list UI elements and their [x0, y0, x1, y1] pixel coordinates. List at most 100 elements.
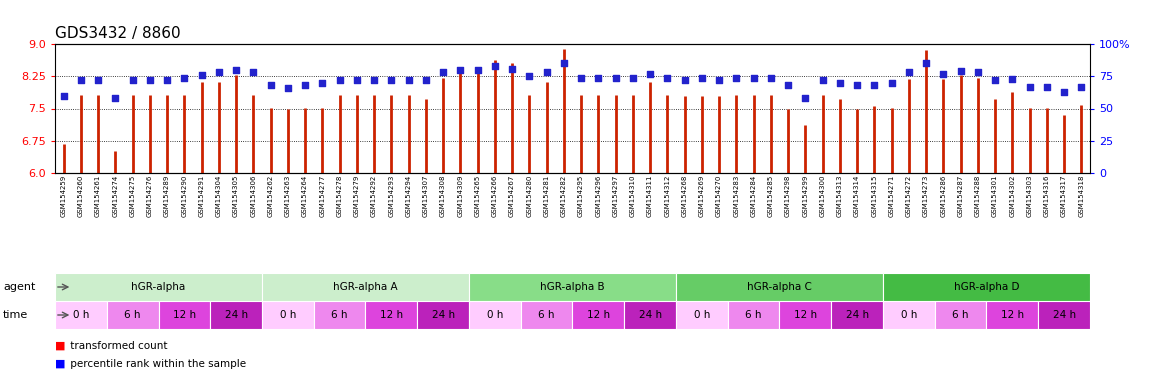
Point — [986, 77, 1004, 83]
Bar — [780, 301, 831, 329]
Point — [727, 74, 745, 81]
Point — [710, 77, 728, 83]
Text: 0 h: 0 h — [693, 310, 710, 320]
Point — [503, 65, 521, 71]
Point — [71, 77, 90, 83]
Point — [106, 95, 124, 101]
Point — [313, 79, 331, 86]
Text: 12 h: 12 h — [172, 310, 196, 320]
Bar — [676, 273, 883, 301]
Text: 0 h: 0 h — [72, 310, 89, 320]
Point — [1037, 83, 1056, 89]
Bar — [728, 301, 780, 329]
Text: 12 h: 12 h — [380, 310, 402, 320]
Point — [744, 74, 762, 81]
Text: percentile rank within the sample: percentile rank within the sample — [67, 359, 246, 369]
Point — [554, 60, 573, 66]
Point — [175, 74, 193, 81]
Bar — [55, 273, 262, 301]
Bar — [314, 301, 366, 329]
Bar — [883, 273, 1090, 301]
Text: 0 h: 0 h — [900, 310, 917, 320]
Text: time: time — [3, 310, 29, 320]
Point — [692, 74, 711, 81]
Point — [848, 82, 866, 88]
Bar — [469, 301, 521, 329]
Point — [330, 77, 348, 83]
Point — [416, 77, 435, 83]
Point — [365, 77, 383, 83]
Point — [244, 69, 262, 75]
Text: hGR-alpha D: hGR-alpha D — [953, 282, 1019, 292]
Point — [434, 69, 452, 75]
Text: 12 h: 12 h — [1000, 310, 1024, 320]
Point — [813, 77, 831, 83]
Bar — [159, 301, 210, 329]
Point — [485, 63, 504, 69]
Point — [209, 69, 228, 75]
Point — [951, 68, 969, 74]
Point — [779, 82, 797, 88]
Text: 0 h: 0 h — [279, 310, 296, 320]
Point — [382, 77, 400, 83]
Point — [192, 72, 210, 78]
Point — [1055, 89, 1073, 95]
Text: transformed count: transformed count — [67, 341, 168, 351]
Text: 24 h: 24 h — [638, 310, 661, 320]
Point — [537, 69, 555, 75]
Point — [830, 79, 849, 86]
Point — [261, 82, 279, 88]
Point — [227, 67, 245, 73]
Text: agent: agent — [3, 282, 36, 292]
Point — [882, 79, 900, 86]
Text: hGR-alpha: hGR-alpha — [131, 282, 185, 292]
Bar — [676, 301, 728, 329]
Point — [89, 77, 107, 83]
Text: 6 h: 6 h — [538, 310, 554, 320]
Bar — [210, 301, 262, 329]
Text: 24 h: 24 h — [845, 310, 868, 320]
Point — [54, 93, 72, 99]
Point — [917, 60, 935, 66]
Point — [123, 77, 141, 83]
Point — [899, 69, 918, 75]
Point — [589, 74, 607, 81]
Bar — [107, 301, 159, 329]
Point — [658, 74, 676, 81]
Bar — [831, 301, 883, 329]
Point — [641, 71, 659, 77]
Text: ■: ■ — [55, 359, 66, 369]
Point — [796, 95, 814, 101]
Bar — [935, 301, 987, 329]
Text: hGR-alpha C: hGR-alpha C — [748, 282, 812, 292]
Point — [1020, 83, 1038, 89]
Point — [761, 74, 780, 81]
Text: hGR-alpha B: hGR-alpha B — [540, 282, 605, 292]
Point — [1072, 83, 1090, 89]
Bar — [417, 301, 469, 329]
Bar — [987, 301, 1038, 329]
Point — [347, 77, 366, 83]
Point — [865, 82, 883, 88]
Point — [451, 67, 469, 73]
Bar — [262, 301, 314, 329]
Bar — [55, 301, 107, 329]
Point — [278, 85, 297, 91]
Text: 0 h: 0 h — [486, 310, 503, 320]
Bar — [469, 273, 676, 301]
Point — [968, 69, 987, 75]
Point — [158, 77, 176, 83]
Text: 24 h: 24 h — [431, 310, 454, 320]
Text: ■: ■ — [55, 341, 66, 351]
Text: 6 h: 6 h — [745, 310, 761, 320]
Point — [520, 73, 538, 79]
Bar — [624, 301, 676, 329]
Bar — [1038, 301, 1090, 329]
Text: GDS3432 / 8860: GDS3432 / 8860 — [55, 26, 181, 41]
Text: 6 h: 6 h — [124, 310, 140, 320]
Text: 12 h: 12 h — [586, 310, 610, 320]
Bar — [521, 301, 573, 329]
Point — [623, 74, 642, 81]
Text: hGR-alpha A: hGR-alpha A — [334, 282, 398, 292]
Text: 12 h: 12 h — [793, 310, 816, 320]
